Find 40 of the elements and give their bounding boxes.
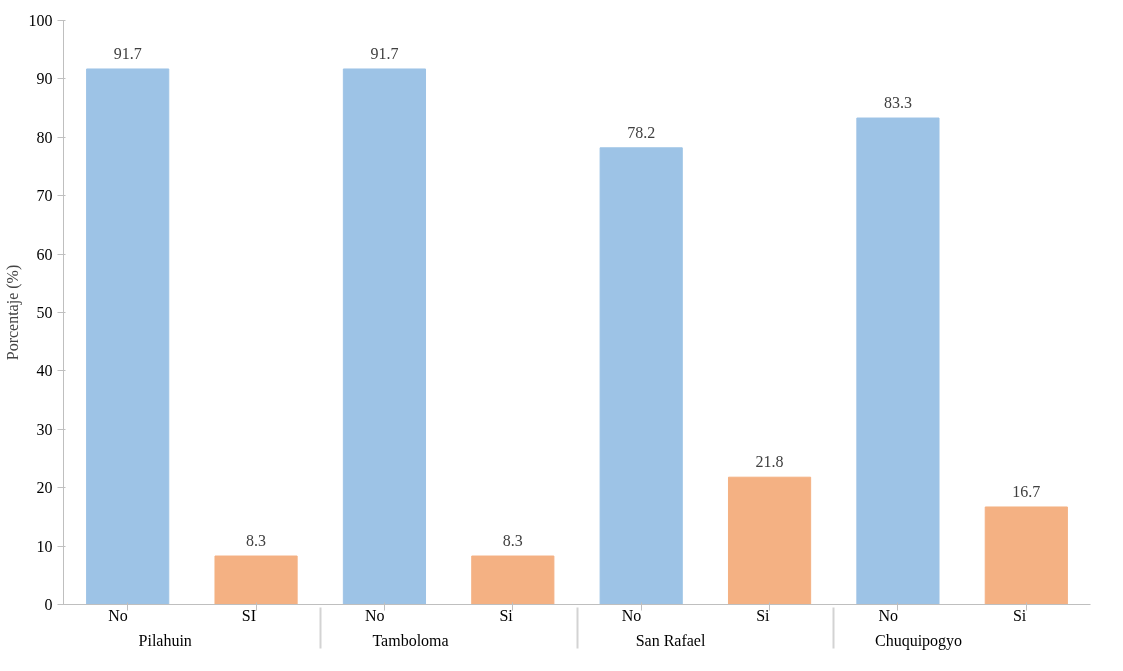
x-tick-label: Si <box>756 607 771 624</box>
data-label: 91.7 <box>370 44 399 62</box>
y-tick-label: 60 <box>36 245 53 263</box>
bar <box>984 506 1068 605</box>
bar <box>471 555 555 605</box>
text: Tamboloma <box>372 632 449 649</box>
bar <box>342 68 427 605</box>
data-label: 16.7 <box>1012 482 1041 500</box>
data-label: 91.7 <box>113 44 142 62</box>
y-tick-label: 30 <box>36 420 53 438</box>
x-tick-label: No <box>878 607 898 624</box>
x-tick-label: No <box>621 607 642 624</box>
y-axis-title: Porcentaje (%) <box>3 264 22 361</box>
y-tick-label: 80 <box>36 128 53 146</box>
y-tick-label: 20 <box>36 479 53 497</box>
data-label: 78.2 <box>627 123 656 141</box>
y-tick-label: 40 <box>36 362 53 380</box>
y-tick-label: 0 <box>44 596 53 613</box>
bar <box>727 476 812 605</box>
x-tick-label: Si <box>1012 607 1027 624</box>
text: Pilahuin <box>138 632 192 649</box>
data-label: 83.3 <box>883 94 912 112</box>
bar <box>856 117 940 605</box>
y-tick-label: 100 <box>28 12 53 29</box>
y-tick-label: 50 <box>36 304 53 321</box>
text: Chuquipogyo <box>875 632 963 650</box>
bar <box>599 147 683 605</box>
bar <box>214 555 298 605</box>
text: San Rafael <box>635 632 706 649</box>
x-tick-label: No <box>364 607 385 624</box>
data-label: 21.8 <box>755 453 784 471</box>
x-tick-label: SI <box>241 607 257 624</box>
bar <box>86 68 170 605</box>
data-label: 8.3 <box>246 532 267 550</box>
y-tick-label: 10 <box>36 537 53 555</box>
y-tick-label: 90 <box>36 70 53 88</box>
x-tick-label: No <box>108 607 128 624</box>
data-label: 8.3 <box>502 532 523 550</box>
x-tick-label: Si <box>499 607 514 624</box>
y-tick-label: 70 <box>36 187 53 205</box>
